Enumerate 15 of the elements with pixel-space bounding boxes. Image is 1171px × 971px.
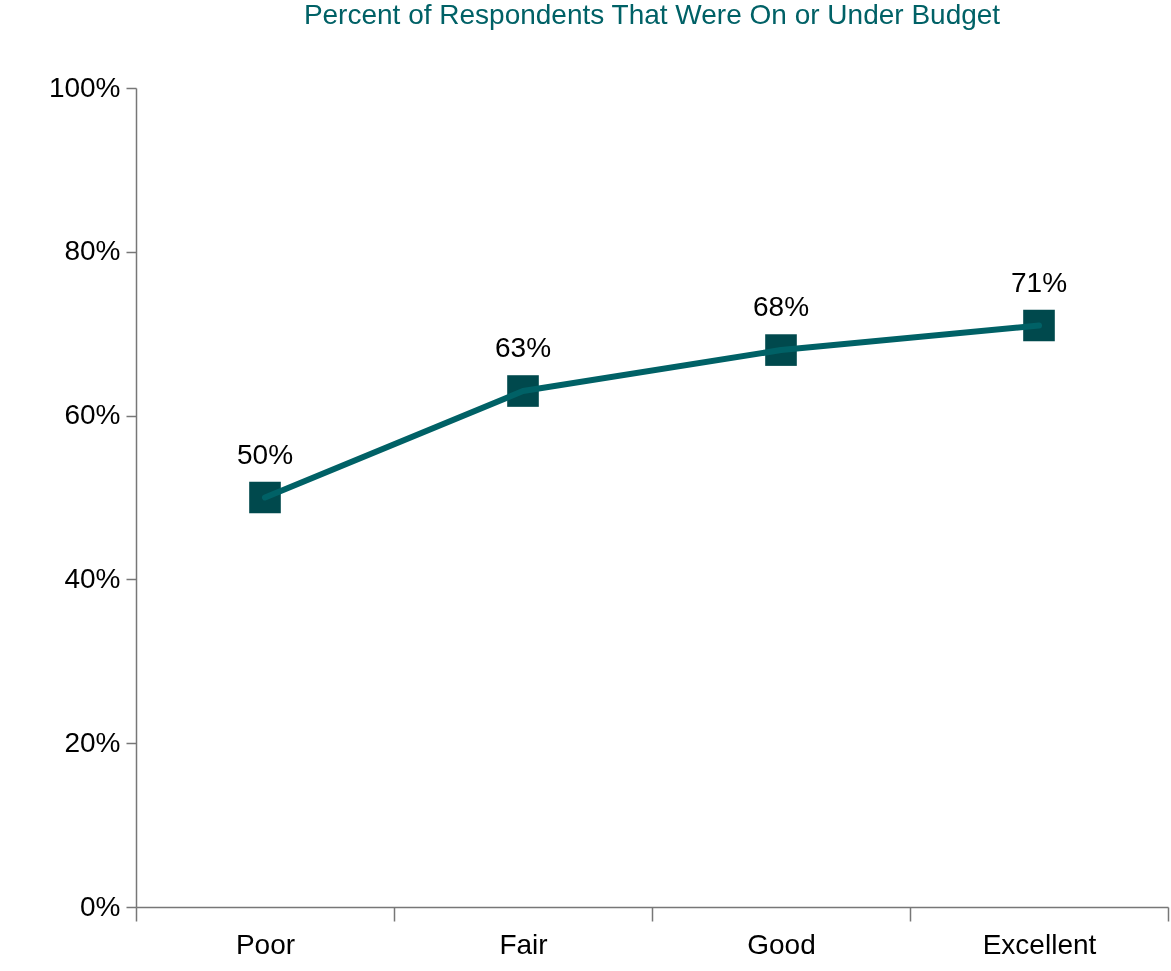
x-tick-label: Fair [499, 928, 548, 960]
y-tick-label: 20% [64, 726, 121, 758]
data-label: 68% [752, 291, 810, 323]
y-tick-label: 40% [64, 562, 121, 594]
x-tick-label: Poor [235, 928, 296, 960]
y-tick-label: 60% [64, 399, 121, 431]
data-label: 63% [494, 332, 552, 364]
data-label: 50% [236, 438, 294, 470]
y-tick-label: 80% [64, 235, 121, 267]
y-tick-label: 100% [48, 71, 121, 103]
chart-title: Percent of Respondents That Were On or Under Budget [303, 0, 1001, 30]
x-tick-label: Excellent [982, 928, 1097, 960]
y-tick-label: 0% [80, 890, 121, 922]
data-label: 71% [1010, 266, 1068, 298]
x-tick-label: Good [747, 928, 816, 960]
